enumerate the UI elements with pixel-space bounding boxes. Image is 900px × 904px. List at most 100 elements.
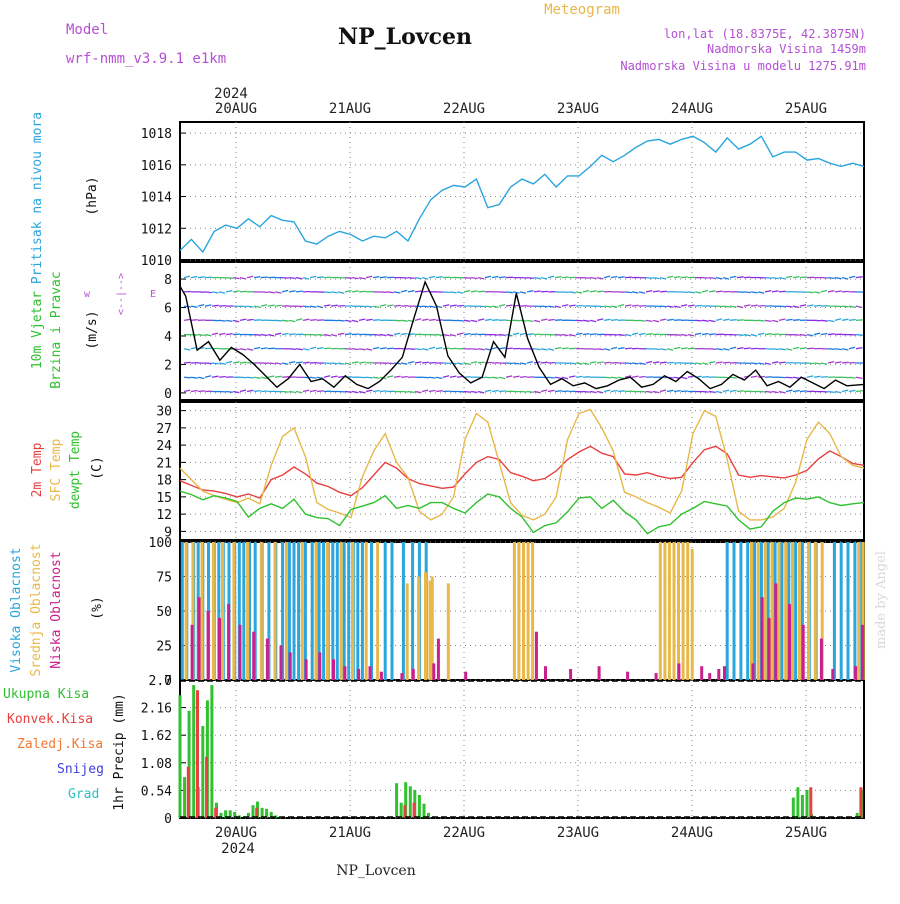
wind-barb (793, 377, 800, 378)
wind-barb (464, 391, 471, 392)
wind-barb (604, 390, 610, 391)
bar (356, 542, 359, 680)
wind-barb (443, 305, 449, 306)
wind-barb (786, 276, 792, 277)
wind-barb (408, 391, 415, 392)
wind-barb (555, 377, 562, 378)
wind-barb (555, 348, 561, 349)
bar (771, 542, 774, 680)
wind-barb (429, 306, 436, 307)
wind-barb (576, 320, 583, 321)
wind-barb (464, 320, 471, 321)
wind-barb (457, 292, 463, 293)
wind-barb (562, 305, 568, 306)
wind-barb (387, 305, 394, 306)
wind-barb (744, 305, 750, 306)
wind-barb (275, 333, 281, 334)
wind-barb (534, 349, 541, 350)
wind-barb (492, 277, 499, 278)
wind-barb (681, 348, 688, 349)
wind-barb (716, 319, 722, 320)
wind-ylabel: (m/s) (85, 310, 100, 349)
wind-barb (422, 390, 428, 391)
wind-barb (541, 306, 548, 307)
bar (777, 542, 780, 680)
bar (717, 669, 720, 680)
bar (326, 542, 329, 680)
wind-barb (205, 348, 212, 349)
wind-side-label-1: 10m Vjetar (30, 291, 45, 369)
wind-barb (646, 334, 653, 335)
wind-barb (296, 349, 303, 350)
wind-barb (366, 319, 373, 320)
wind-barb (366, 306, 373, 307)
top-day-label: 20AUG (215, 101, 257, 117)
wind-barb (478, 362, 485, 363)
wind-barb (331, 305, 338, 306)
wind-barb (324, 305, 330, 306)
wind-barb (296, 319, 302, 320)
wind-barb (583, 391, 590, 392)
bar (598, 666, 601, 680)
bar (544, 666, 547, 680)
bar (853, 542, 856, 680)
wind-barb (653, 291, 660, 292)
wind-barb (814, 376, 821, 377)
wind-barb (499, 391, 506, 392)
wind-barb (387, 363, 394, 364)
precip-legend-snow: Snijeg (57, 762, 104, 777)
bar (187, 767, 190, 818)
wind-barb (310, 390, 317, 391)
wind-barb (779, 391, 785, 392)
wind-barb (562, 277, 569, 278)
wind-barb (639, 363, 645, 364)
wind-barb (681, 377, 687, 378)
bar (332, 659, 335, 680)
bar (753, 542, 756, 680)
wind-barb (562, 377, 568, 378)
wind-barb (429, 320, 436, 321)
wind-barb (786, 363, 793, 364)
wind-barb (471, 291, 478, 292)
bar (285, 542, 288, 680)
footer-station: NP_Lovcen (336, 863, 415, 879)
wind-barb (268, 348, 275, 349)
wind-barb (331, 376, 338, 377)
wind-barb (674, 348, 680, 349)
bar (820, 639, 823, 680)
wind-barb (254, 377, 261, 378)
year-label-top: 2024 (214, 86, 248, 102)
wind-barb (191, 277, 197, 278)
bar (252, 805, 255, 818)
bar (796, 787, 799, 818)
bar (417, 577, 420, 681)
bar (305, 659, 308, 680)
bar (413, 803, 416, 818)
bar (181, 542, 184, 680)
wind-barb (380, 305, 386, 306)
wind-barb (352, 349, 359, 350)
wind-barb (268, 292, 275, 293)
wind-barb (786, 377, 793, 378)
wind-barb (604, 377, 611, 378)
wind-barb (345, 320, 352, 321)
wind-barb (744, 348, 751, 349)
wind-barb (373, 277, 380, 278)
wind-barb (779, 278, 785, 279)
bar (677, 663, 680, 680)
wind-barb (289, 278, 296, 279)
wind-barb (261, 292, 268, 293)
wind-barb (632, 363, 639, 364)
wind-barb (471, 391, 478, 392)
wind-barb (590, 349, 597, 350)
wind-barb (660, 291, 667, 292)
bar (400, 803, 403, 818)
bar (289, 652, 292, 680)
wind-barb (716, 391, 722, 392)
wind-barb (226, 362, 232, 364)
wind-barb (198, 391, 205, 392)
bar (700, 666, 703, 680)
wind-barb (373, 335, 380, 336)
bar (315, 542, 318, 680)
bar (784, 542, 787, 680)
